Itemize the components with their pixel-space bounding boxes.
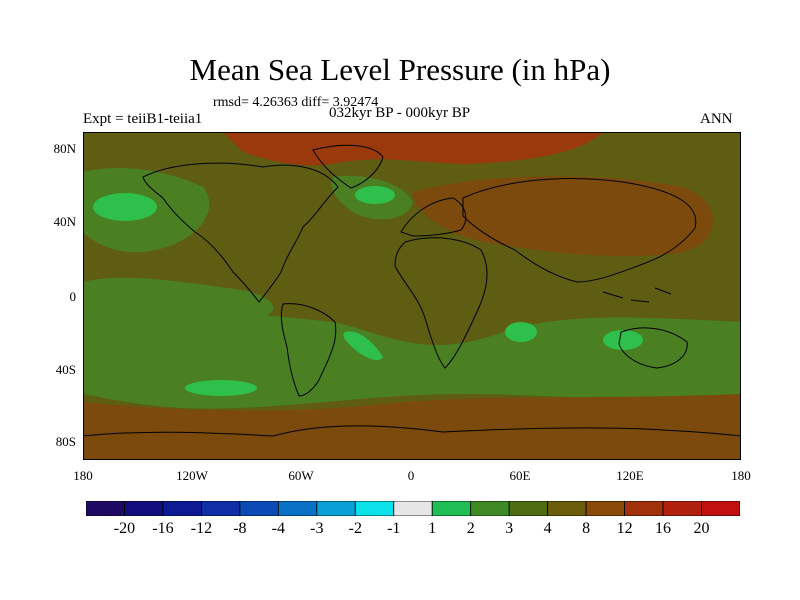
bright-green-spot-north-atlantic	[355, 186, 395, 204]
coast-australia	[618, 327, 688, 369]
map-title: Mean Sea Level Pressure (in hPa)	[189, 52, 611, 87]
coast-indonesia	[602, 287, 672, 303]
lon-label-180e: 180	[731, 468, 751, 483]
colorbar-label: 2	[466, 520, 475, 537]
colorbar-swatch	[508, 501, 549, 516]
bright-green-spot-south-pacific	[185, 380, 257, 396]
colorbar-label: -3	[310, 520, 324, 537]
coast-europe	[400, 197, 467, 237]
colorbar-swatch	[547, 501, 587, 516]
stats-text: rmsd= 4.26363 diff= 3.92474	[213, 95, 379, 110]
colorbar-label: 3	[505, 520, 514, 537]
lat-label-40n: 40N	[53, 214, 76, 229]
colorbar-label: -12	[190, 520, 213, 537]
colorbar-swatch	[431, 501, 472, 516]
coast-antarctica	[83, 425, 741, 437]
coast-africa	[394, 237, 488, 369]
green-anomaly-tropical-pacific	[83, 277, 274, 321]
colorbar-swatch	[162, 501, 202, 516]
bright-green-spot-indian-ocean	[505, 322, 537, 342]
colorbar-swatch	[277, 501, 318, 516]
colorbar-swatch	[585, 501, 625, 516]
period-label: 032kyr BP - 000kyr BP	[329, 105, 471, 121]
bright-green-spot-north-pacific	[93, 193, 157, 221]
colorbar-label: -20	[113, 520, 136, 537]
brown-anomaly-southern-ocean	[83, 394, 741, 460]
colorbar-swatch	[201, 501, 241, 516]
lon-label-0: 0	[407, 468, 415, 483]
colorbar-label: -16	[152, 520, 174, 537]
colorbar-swatch	[624, 501, 664, 516]
bright-green-spot-south-indian	[603, 330, 643, 350]
colorbar-swatch	[239, 501, 279, 516]
coast-north-america	[142, 162, 339, 303]
colorbar	[86, 501, 740, 516]
lon-label-60e: 60E	[509, 468, 531, 483]
colorbar-swatch	[701, 501, 740, 516]
lat-label-80s: 80S	[55, 434, 76, 449]
lon-label-180w: 180	[73, 468, 93, 483]
colorbar-swatch	[124, 501, 164, 516]
red-anomaly-arctic	[223, 132, 603, 166]
colorbar-label: -2	[348, 520, 362, 537]
lon-label-120e: 120E	[616, 468, 644, 483]
colorbar-label: -4	[271, 520, 285, 537]
colorbar-label: 4	[543, 520, 552, 537]
colorbar-label: 16	[655, 520, 672, 537]
lat-label-0: 0	[69, 289, 77, 304]
coast-south-america	[280, 303, 337, 397]
lon-label-60w: 60W	[288, 468, 314, 483]
season-label: ANN	[700, 111, 733, 127]
colorbar-label: 20	[693, 520, 710, 537]
experiment-label: Expt = teiiB1-teiia1	[83, 111, 203, 127]
coast-asia	[462, 178, 697, 283]
colorbar-label: 8	[582, 520, 591, 537]
colorbar-swatch	[316, 501, 356, 516]
colorbar-swatch	[662, 501, 702, 516]
colorbar-label: -1	[387, 520, 401, 537]
colorbar-label: -8	[233, 520, 247, 537]
coast-greenland	[312, 144, 384, 189]
bright-green-spot-south-atlantic	[343, 331, 383, 360]
colorbar-swatch	[470, 501, 510, 516]
lat-label-80n: 80N	[53, 141, 76, 156]
lon-label-120w: 120W	[176, 468, 208, 483]
map-frame	[83, 132, 741, 460]
colorbar-swatch	[354, 501, 395, 516]
pressure-anomaly-map	[83, 132, 741, 460]
colorbar-label: 12	[616, 520, 633, 537]
colorbar-label: 1	[428, 520, 437, 537]
colorbar-swatch	[86, 501, 125, 516]
lat-label-40s: 40S	[55, 362, 76, 377]
colorbar-swatch	[393, 501, 433, 516]
coastlines	[83, 144, 741, 437]
